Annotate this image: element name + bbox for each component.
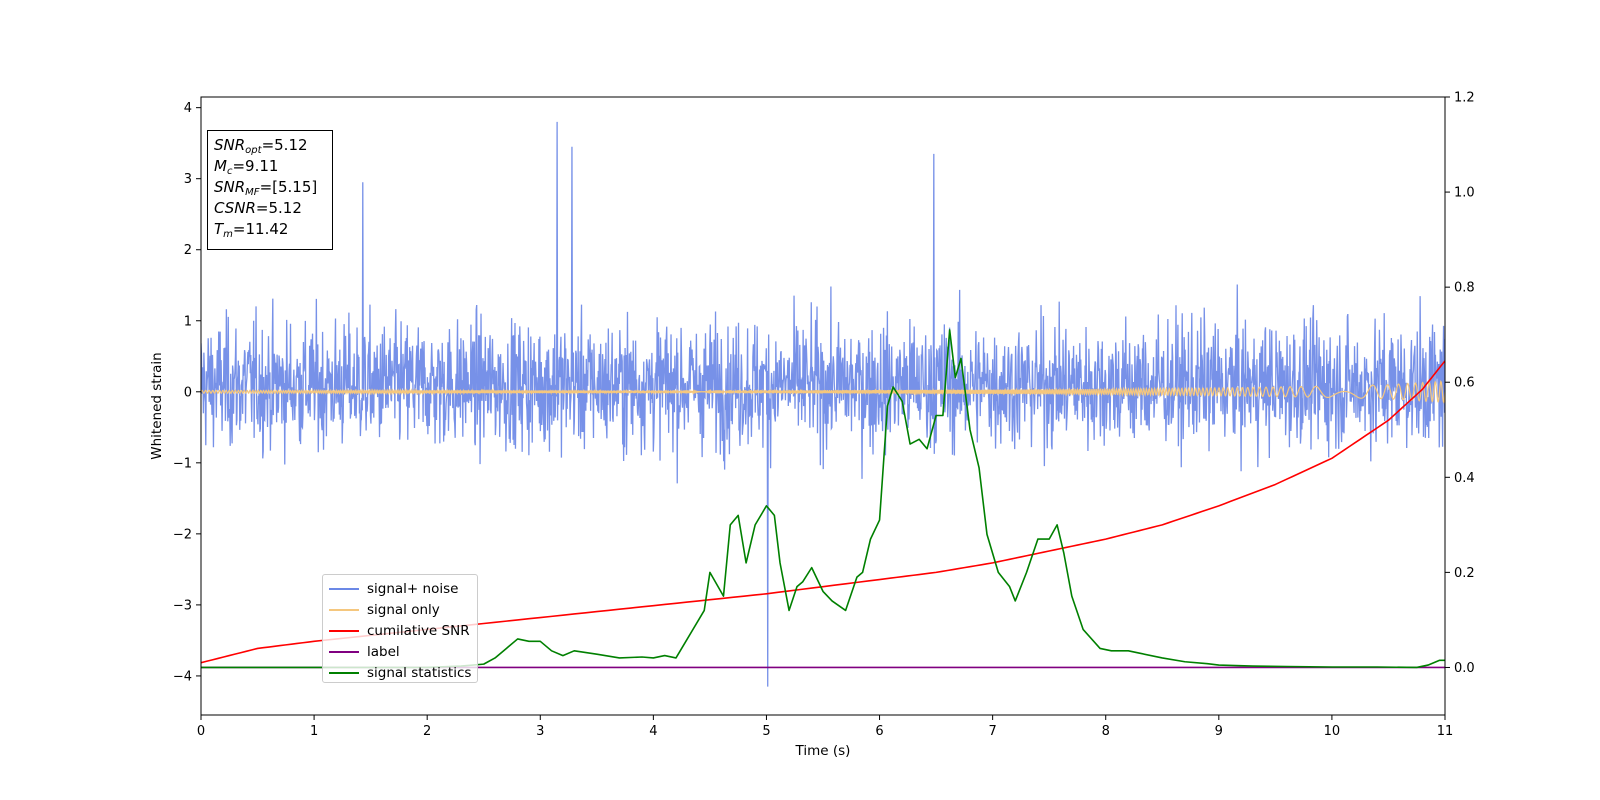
legend-item: signal+ noise (329, 578, 477, 599)
annotation-label: CSNR (214, 199, 256, 217)
series-signal-statistics-line (201, 329, 1445, 669)
y2-tick-label: 1.2 (1454, 91, 1475, 106)
y-tick-label: −1 (173, 456, 192, 471)
x-tick-label: 1 (310, 724, 318, 739)
annotation-label: M (214, 157, 227, 175)
legend-item: signal statistics (329, 662, 477, 683)
annotation-subscript: MF (245, 187, 260, 198)
legend-swatch (329, 650, 359, 653)
legend-swatch (329, 587, 359, 590)
legend-item: label (329, 641, 477, 662)
x-axis: 0 1 2 3 4 5 6 7 8 9 10 11 (197, 715, 1453, 739)
annotation-label: SNR (214, 136, 246, 154)
legend-label: signal+ noise (367, 580, 459, 597)
annotation-subscript: m (223, 229, 233, 240)
x-tick-label: 10 (1324, 724, 1341, 739)
annotation-value: =5.12 (261, 136, 308, 154)
y2-tick-label: 0.4 (1454, 471, 1475, 486)
legend-swatch (329, 629, 359, 632)
annotation-label: T (214, 220, 224, 238)
x-tick-label: 5 (762, 724, 770, 739)
legend-swatch (329, 671, 359, 674)
y-axis-right: 0.0 0.2 0.4 0.6 0.8 1.0 1.2 (1445, 91, 1475, 676)
series-signal-only-line (201, 380, 1445, 404)
annotation-value: =9.11 (232, 157, 279, 175)
annotation-label: SNR (214, 178, 246, 196)
series-signal-noise-line (201, 121, 1445, 687)
annotation-row: Mc=9.11 (214, 156, 326, 177)
annotation-row: Tm=11.42 (214, 219, 326, 240)
y-tick-label: 2 (184, 243, 192, 258)
x-tick-label: 11 (1437, 724, 1454, 739)
legend-label: signal statistics (367, 664, 472, 681)
y-tick-label: −2 (173, 527, 192, 542)
y2-tick-label: 1.0 (1454, 186, 1475, 201)
legend-label: signal only (367, 601, 440, 618)
annotation-value: =11.42 (232, 220, 289, 238)
legend-item: cumilative SNR (329, 620, 477, 641)
legend-item: signal only (329, 599, 477, 620)
y-axis-left: −4 −3 −2 −1 0 1 2 3 4 (173, 101, 201, 684)
legend: signal+ noise signal only cumilative SNR la… (322, 574, 478, 683)
y-tick-label: −4 (173, 669, 192, 684)
legend-swatch (329, 608, 359, 611)
x-tick-label: 7 (988, 724, 996, 739)
y-axis-label: Whitened strain (149, 352, 165, 459)
annotation-row: SNRopt=5.12 (214, 135, 326, 156)
y2-tick-label: 0.0 (1454, 661, 1475, 676)
annotation-subscript: c (226, 166, 233, 177)
legend-label: label (367, 643, 400, 660)
y2-tick-label: 0.8 (1454, 281, 1475, 296)
x-tick-label: 2 (423, 724, 431, 739)
legend-label: cumilative SNR (367, 622, 470, 639)
y2-tick-label: 0.2 (1454, 566, 1475, 581)
y-tick-label: 4 (184, 101, 192, 116)
y-tick-label: −3 (173, 598, 192, 613)
y-tick-label: 0 (184, 385, 192, 400)
x-tick-label: 9 (1215, 724, 1223, 739)
x-tick-label: 3 (536, 724, 544, 739)
y2-tick-label: 0.6 (1454, 376, 1475, 391)
annotation-value: =5.12 (255, 199, 302, 217)
annotation-value: =[5.15] (259, 178, 318, 196)
stats-annotation-box: SNRopt=5.12 Mc=9.11 SNRMF=[5.15] CSNR=5.12 T… (207, 130, 333, 250)
annotation-subscript: opt (245, 145, 262, 156)
x-axis-label: Time (s) (795, 743, 851, 759)
plot-frame (200, 96, 1446, 716)
annotation-row: SNRMF=[5.15] (214, 177, 326, 198)
annotation-row: CSNR=5.12 (214, 198, 326, 219)
x-tick-label: 0 (197, 724, 205, 739)
y-tick-label: 3 (184, 172, 192, 187)
y-tick-label: 1 (184, 314, 192, 329)
x-tick-label: 6 (875, 724, 883, 739)
x-tick-label: 4 (649, 724, 657, 739)
x-tick-label: 8 (1102, 724, 1110, 739)
